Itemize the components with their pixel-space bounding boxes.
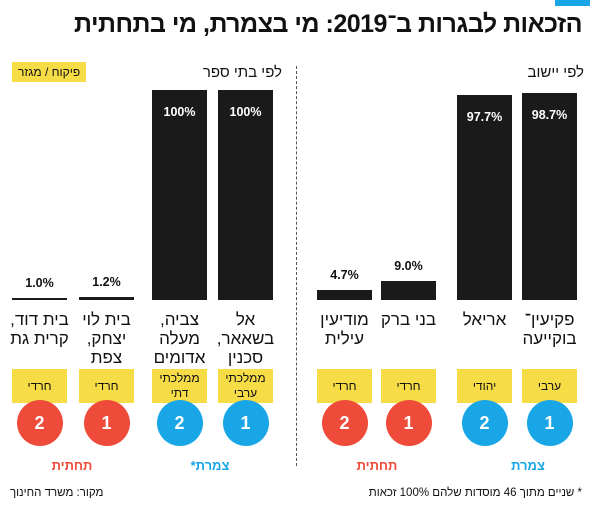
rank-badge: 1 (526, 400, 573, 446)
accent-bar (555, 0, 590, 6)
bar (457, 94, 512, 300)
bar (218, 90, 273, 300)
data-label: 97.7% (466, 109, 503, 124)
category-label: פקיעין־ בוקייעה (522, 310, 577, 348)
page-title: הזכאות לבגרות ב־2019: מי בצמרת, מי בתחתי… (74, 10, 582, 38)
sector-tag: חרדי (381, 369, 436, 403)
bar (317, 290, 372, 300)
data-label: 98.7% (531, 107, 568, 122)
section-divider (296, 66, 297, 466)
rank-badge: 2 (16, 400, 63, 446)
sector-tag: יהודי (457, 369, 512, 403)
rank-badge: 1 (222, 400, 269, 446)
category-label: אל בשאאר, סכנין (216, 310, 275, 367)
category-label: בית דוד, קרית גת (10, 310, 69, 348)
section-title-schools: לפי בתי ספר (202, 64, 282, 81)
bar (152, 90, 207, 300)
sector-tag: ממלכתי ערבי (218, 369, 273, 403)
bar (522, 92, 577, 300)
rank-badge: 2 (156, 400, 203, 446)
data-label: 100% (229, 105, 262, 119)
category-label: אריאל (462, 310, 507, 329)
group-label-bottom-schools: תחתית (51, 458, 93, 473)
data-label: 4.7% (330, 268, 359, 283)
rank-badge: 2 (321, 400, 368, 446)
category-label: בית לוי יצחק, צפת (82, 310, 131, 367)
data-label: 9.0% (394, 259, 423, 274)
sector-tag: ערבי (522, 369, 577, 403)
category-label: צביה, מעלה אדומים (153, 310, 206, 367)
bar (79, 297, 134, 300)
data-label: 100% (163, 105, 196, 119)
section-title-locality: לפי יישוב (527, 64, 584, 81)
sector-tag: ממלכתי דתי (152, 369, 207, 403)
category-label: מודיעין עילית (320, 310, 369, 348)
bar (381, 281, 436, 300)
rank-badge: 2 (461, 400, 508, 446)
rank-badge: 1 (83, 400, 130, 446)
rank-badge: 1 (385, 400, 432, 446)
sector-tag: חרדי (79, 369, 134, 403)
group-label-top: צמרת (511, 458, 545, 473)
group-label-bottom: תחתית (356, 458, 398, 473)
category-label: בני ברק (380, 310, 437, 329)
data-label: 1.0% (25, 275, 54, 290)
bar (12, 297, 67, 300)
sector-tag: חרדי (12, 369, 67, 403)
footnote: * שניים מתוך 46 מוסדות שלהם 100% זכאות (368, 487, 582, 499)
data-label: 1.2% (92, 275, 121, 290)
legend-tag: פיקוח / מגזר (12, 62, 87, 82)
group-label-top-schools: צמרת* (190, 458, 230, 473)
source-note: מקור: משרד החינוך (10, 487, 104, 499)
sector-tag: חרדי (317, 369, 372, 403)
